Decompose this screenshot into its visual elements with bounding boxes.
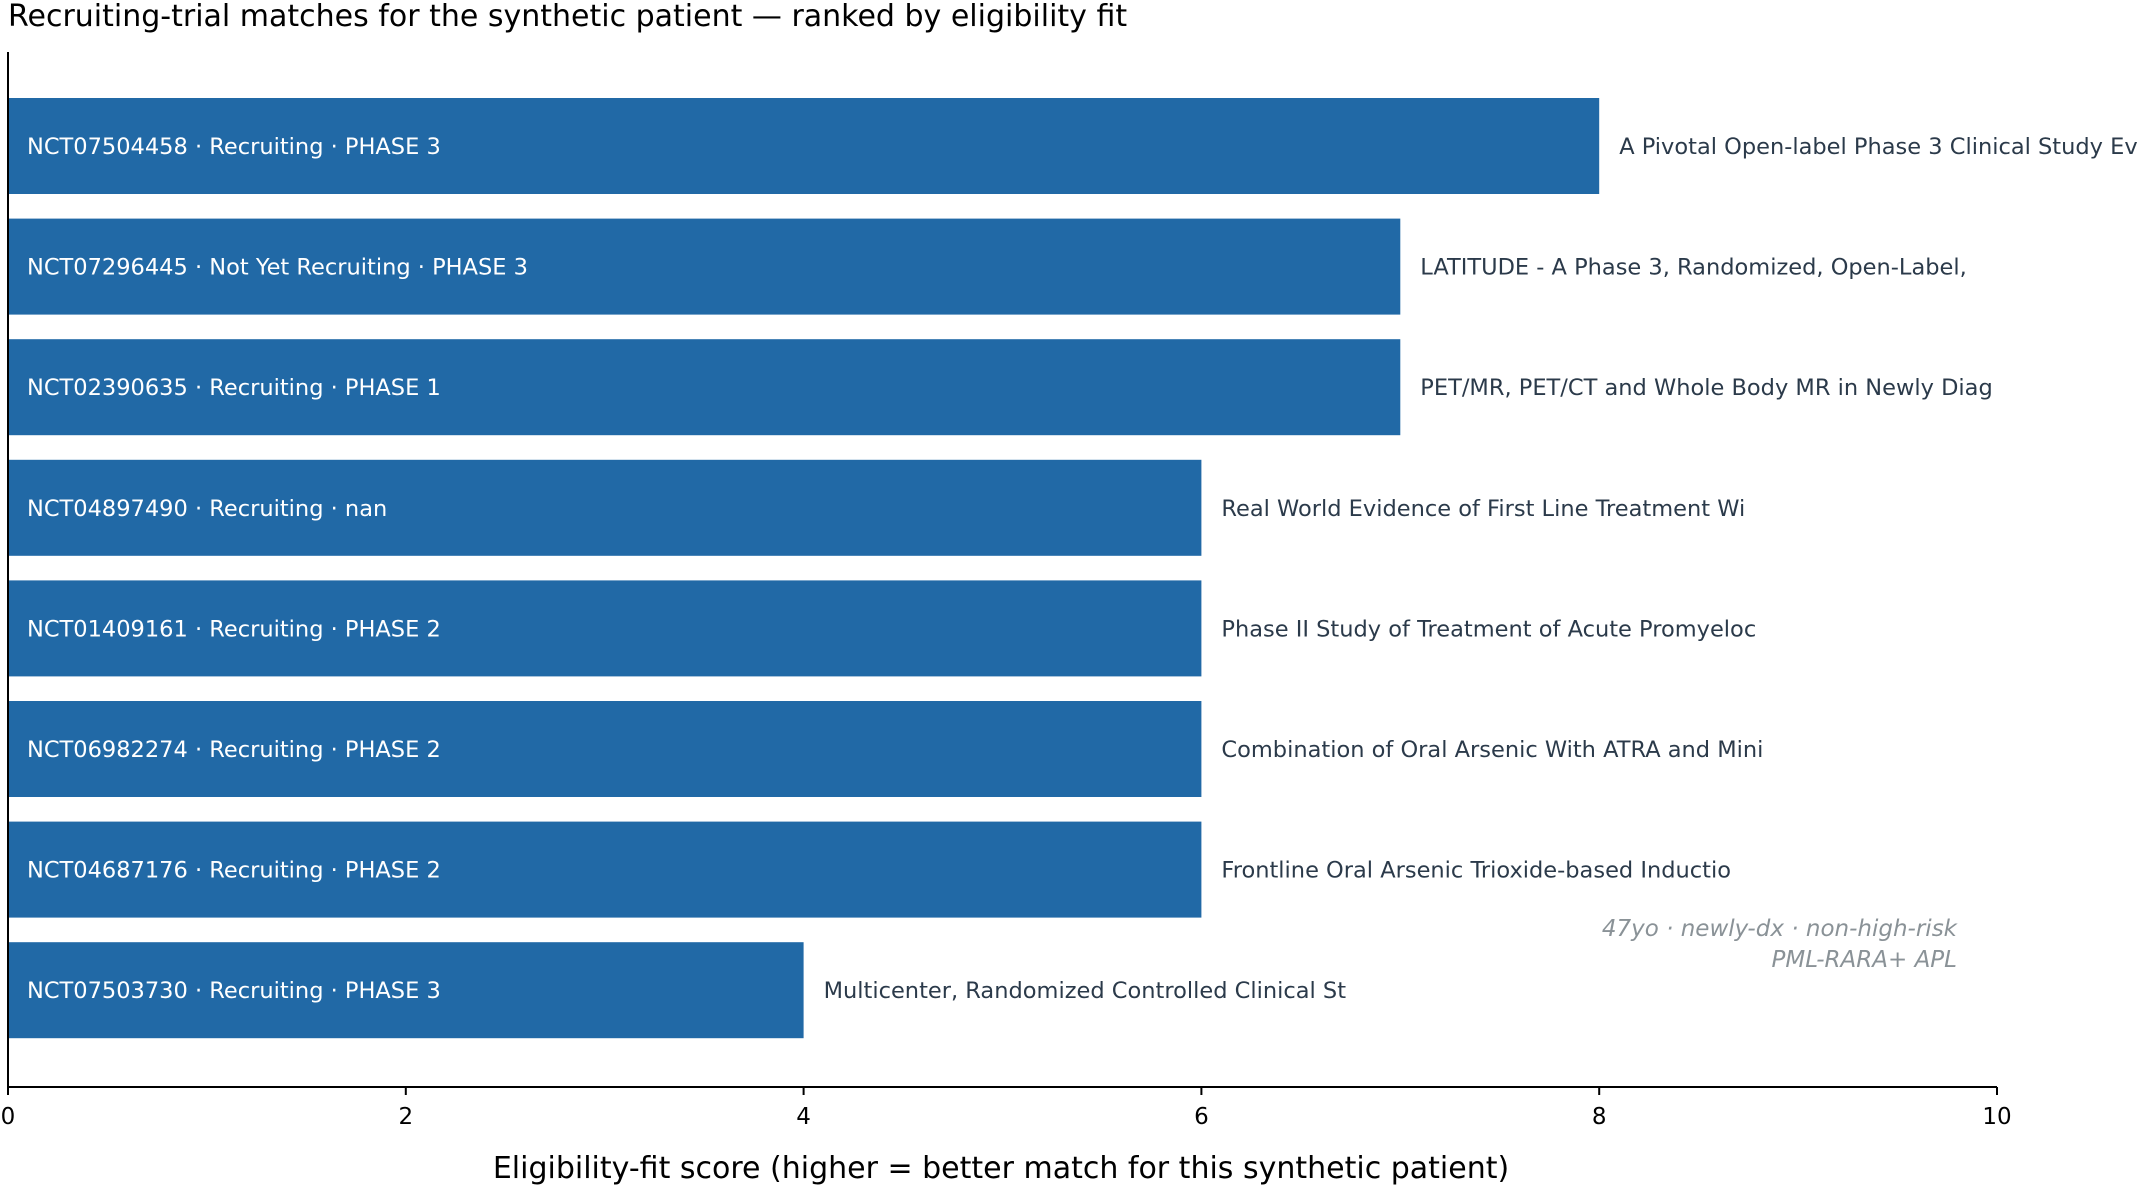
bar bbox=[8, 218, 1401, 315]
bar-label: NCT04687176 · Recruiting · PHASE 2 bbox=[27, 858, 441, 884]
bars-layer: NCT07504458 · Recruiting · PHASE 3 A Pivo… bbox=[8, 98, 2138, 1039]
trial-title-label: LATITUDE - A Phase 3, Randomized, Open-L… bbox=[1420, 255, 1966, 281]
bar-label: NCT04897490 · Recruiting · nan bbox=[27, 496, 387, 522]
bar-group: NCT02390635 · Recruiting · PHASE 1 PET/MR… bbox=[8, 339, 1993, 436]
bar-group: NCT04897490 · Recruiting · nan Real World… bbox=[8, 459, 1745, 556]
bar-group: NCT07296445 · Not Yet Recruiting · PHASE… bbox=[8, 218, 1967, 315]
trial-title-label: PET/MR, PET/CT and Whole Body MR in Newl… bbox=[1420, 375, 1992, 401]
bar-label: NCT02390635 · Recruiting · PHASE 1 bbox=[27, 375, 441, 401]
bar bbox=[8, 98, 1600, 194]
x-tick-label: 8 bbox=[1592, 1104, 1607, 1130]
trial-title-label: Multicenter, Randomized Controlled Clini… bbox=[824, 978, 1347, 1004]
chart-title: Recruiting-trial matches for the synthet… bbox=[8, 0, 1127, 34]
trial-title-label: Combination of Oral Arsenic With ATRA an… bbox=[1221, 737, 1763, 763]
bar-label: NCT01409161 · Recruiting · PHASE 2 bbox=[27, 616, 441, 642]
bar-label: NCT07503730 · Recruiting · PHASE 3 bbox=[27, 978, 441, 1004]
x-tick-label: 4 bbox=[796, 1104, 811, 1130]
bar-group: NCT06982274 · Recruiting · PHASE 2 Combin… bbox=[8, 701, 1763, 797]
trial-title-label: A Pivotal Open-label Phase 3 Clinical St… bbox=[1619, 134, 2137, 160]
bar bbox=[8, 339, 1401, 436]
bar-label: NCT07504458 · Recruiting · PHASE 3 bbox=[27, 134, 441, 160]
bar bbox=[8, 459, 1202, 556]
patient-annotation: 47yo · newly-dx · non-high-risk PML-RARA+… bbox=[1602, 916, 1959, 973]
bar-label: NCT07296445 · Not Yet Recruiting · PHASE… bbox=[27, 255, 528, 281]
bar-group: NCT07504458 · Recruiting · PHASE 3 A Pivo… bbox=[8, 98, 2138, 194]
x-tick-label: 10 bbox=[1982, 1104, 2011, 1130]
bar-group: NCT01409161 · Recruiting · PHASE 2 Phase … bbox=[8, 580, 1756, 677]
x-axis-label: Eligibility-fit score (higher = better m… bbox=[493, 1151, 1509, 1186]
trial-title-label: Frontline Oral Arsenic Trioxide-based In… bbox=[1221, 858, 1731, 884]
patient-annotation-line: PML-RARA+ APL bbox=[1772, 947, 1957, 973]
x-tick-label: 2 bbox=[398, 1104, 413, 1130]
x-tick-label: 0 bbox=[1, 1104, 16, 1130]
trial-title-label: Real World Evidence of First Line Treatm… bbox=[1221, 496, 1745, 522]
trial-title-label: Phase II Study of Treatment of Acute Pro… bbox=[1221, 616, 1756, 642]
bar-group: NCT07503730 · Recruiting · PHASE 3 Multic… bbox=[8, 942, 1347, 1039]
bar bbox=[8, 821, 1202, 918]
bar-label: NCT06982274 · Recruiting · PHASE 2 bbox=[27, 737, 441, 763]
bar bbox=[8, 942, 804, 1039]
bar-group: NCT04687176 · Recruiting · PHASE 2 Frontl… bbox=[8, 821, 1731, 918]
patient-annotation-line: 47yo · newly-dx · non-high-risk bbox=[1602, 916, 1959, 942]
bar bbox=[8, 580, 1202, 677]
bar bbox=[8, 701, 1202, 797]
axes-layer: 0 2 4 6 8 10 bbox=[1, 52, 2012, 1130]
x-tick-label: 6 bbox=[1194, 1104, 1209, 1130]
